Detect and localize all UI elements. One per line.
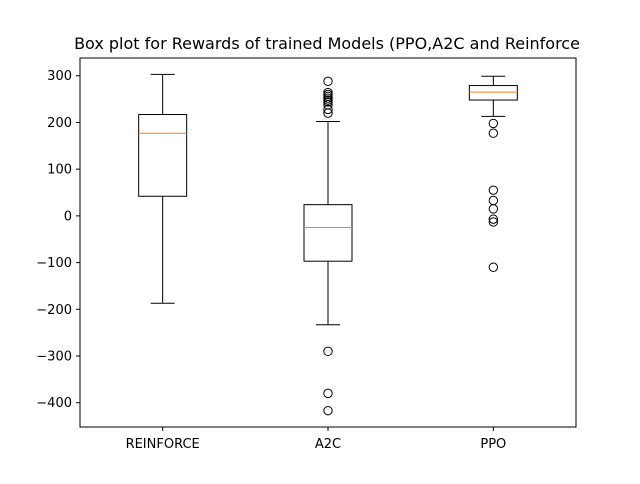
outlier-point <box>488 214 499 224</box>
y-tick-label: −100 <box>36 256 72 271</box>
y-tick-label: −400 <box>36 396 72 411</box>
outlier-point <box>488 128 499 138</box>
box-iqr <box>303 204 353 262</box>
outlier-point <box>488 262 499 272</box>
y-tick-label: 100 <box>47 163 72 178</box>
outlier-point <box>323 388 333 399</box>
y-tick-label: 300 <box>47 69 72 84</box>
plot-area: 300 200 100 0 −100 −200 −300 −400 REINFORCE A2C PP… <box>36 57 577 452</box>
outlier-point <box>323 346 333 357</box>
x-tick-label: REINFORCE <box>126 437 200 452</box>
box-iqr <box>138 114 188 197</box>
outlier-point <box>323 76 333 87</box>
x-tick-label: A2C <box>315 437 341 452</box>
outlier-point <box>488 217 499 227</box>
y-tick-label: −300 <box>36 350 72 365</box>
y-tick-label: 200 <box>47 116 72 131</box>
outlier-point <box>488 118 499 129</box>
outlier-point <box>488 185 499 195</box>
box-iqr <box>468 85 518 101</box>
outlier-point <box>488 195 499 206</box>
chart-title: Box plot for Rewards of trained Models (… <box>74 34 580 53</box>
y-tick-label: 0 <box>64 209 72 224</box>
outlier-point <box>323 405 333 416</box>
x-tick-label: PPO <box>480 437 506 452</box>
outlier-point <box>323 87 333 98</box>
outlier-point <box>323 104 333 115</box>
y-tick-label: −200 <box>36 303 72 318</box>
